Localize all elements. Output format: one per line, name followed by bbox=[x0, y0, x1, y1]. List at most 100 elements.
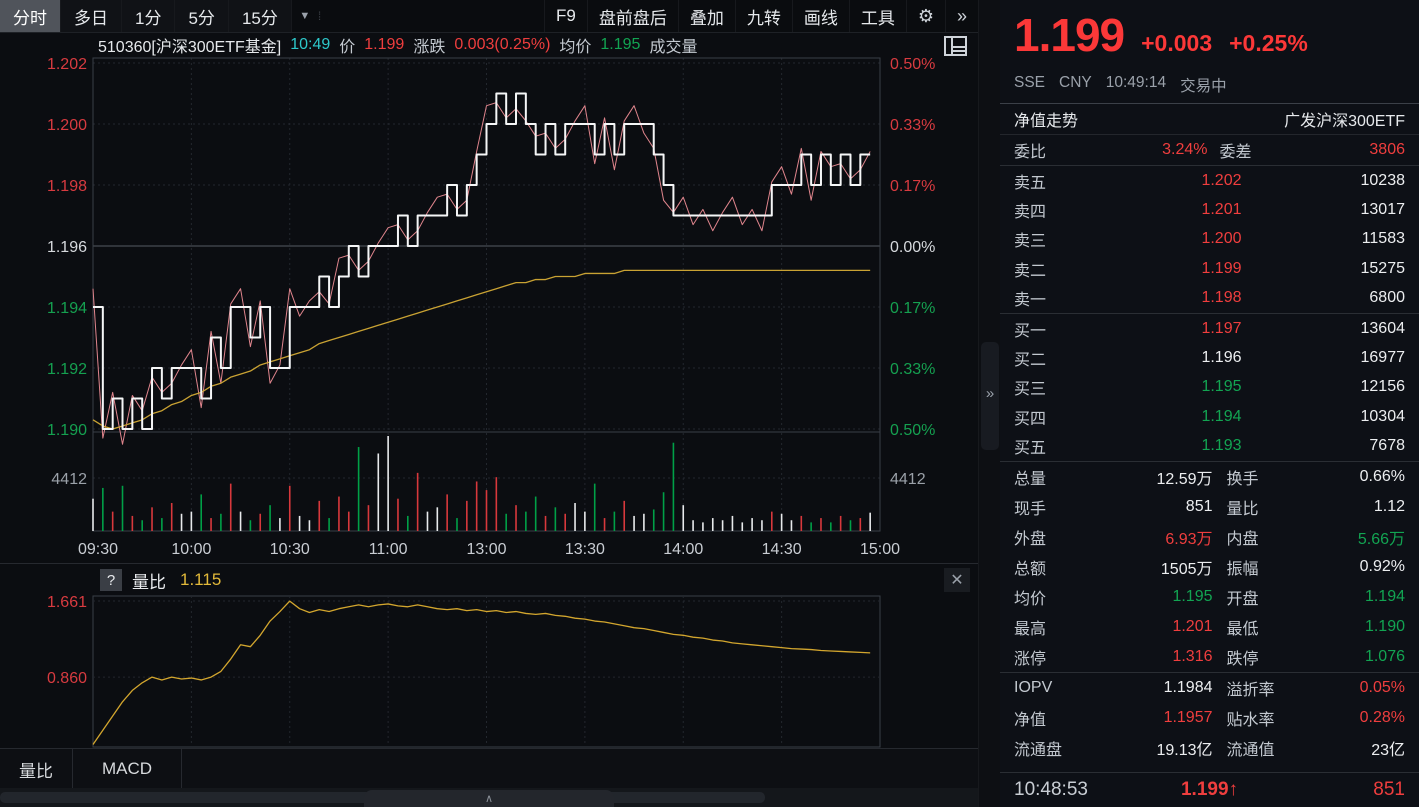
level-volume: 12156 bbox=[1360, 378, 1406, 396]
stat-label: 现手 bbox=[1014, 500, 1047, 518]
trading-status: 交易中 bbox=[1180, 78, 1227, 95]
toolbar-button-画线[interactable]: 画线 bbox=[791, 0, 849, 32]
change-value: 0.003(0.25%) bbox=[454, 36, 551, 53]
stat-label: 开盘 bbox=[1226, 590, 1259, 608]
quote-panel: 1.199 +0.003 +0.25% SSE CNY 10:49:14 交易中… bbox=[1000, 0, 1419, 807]
volume-label: 成交量 bbox=[649, 39, 698, 56]
level-volume: 15275 bbox=[1360, 259, 1406, 277]
toolbar-tab-5分[interactable]: 5分 bbox=[175, 0, 229, 32]
tick-volume: 851 bbox=[1373, 779, 1405, 800]
price-chart-canvas[interactable]: 1.202 1.200 1.198 1.196 1.194 1.192 1.190 0.50%… bbox=[0, 32, 978, 563]
period-dropdown-icon[interactable]: ▼ bbox=[299, 10, 311, 22]
stat-label: 振幅 bbox=[1226, 560, 1259, 578]
toolbar-tab-分时[interactable]: 分时 bbox=[0, 0, 61, 32]
stat-value: 23亿 bbox=[1371, 741, 1405, 759]
gear-icon[interactable]: ⚙ bbox=[905, 0, 945, 32]
bid-levels: 买一 1.197 13604 买二 1.196 16977 买三 1.195 12156 买四 1.… bbox=[1000, 314, 1419, 461]
nav-trend-link[interactable]: 净值走势 bbox=[1014, 113, 1079, 130]
ask-row[interactable]: 卖四 1.201 13017 bbox=[1000, 195, 1419, 224]
ask-row[interactable]: 卖三 1.200 11583 bbox=[1000, 225, 1419, 254]
up-arrow-icon: ↑ bbox=[1228, 779, 1239, 800]
stat-value: 1.201 bbox=[1172, 617, 1213, 635]
nav-row[interactable]: 净值走势 广发沪深300ETF bbox=[1000, 104, 1419, 135]
stat-value: 1.195 bbox=[1172, 587, 1213, 605]
level-price: 1.198 bbox=[1201, 289, 1242, 307]
change-label: 涨跌 bbox=[413, 39, 446, 56]
bottom-tab-量比[interactable]: 量比 bbox=[0, 749, 73, 789]
level-label: 买三 bbox=[1014, 381, 1047, 399]
section-separator bbox=[1000, 460, 1419, 462]
price-axis-tick: 1.194 bbox=[47, 300, 87, 317]
stat-value: 1.12 bbox=[1373, 497, 1405, 515]
stat-label: 总量 bbox=[1014, 470, 1047, 488]
bid-row[interactable]: 买二 1.196 16977 bbox=[1000, 343, 1419, 372]
stat-value: 1.316 bbox=[1172, 647, 1213, 665]
close-icon[interactable]: ✕ bbox=[944, 568, 970, 592]
toolbar-button-叠加[interactable]: 叠加 bbox=[677, 0, 735, 32]
price-change: +0.003 bbox=[1141, 30, 1213, 56]
chevron-right-icon: » bbox=[985, 384, 995, 402]
stat-label: 净值 bbox=[1014, 711, 1047, 729]
bid-row[interactable]: 买五 1.193 7678 bbox=[1000, 432, 1419, 461]
weibi-row: 委比 3.24% 委差 3806 bbox=[1000, 135, 1419, 166]
level-price: 1.197 bbox=[1201, 319, 1242, 337]
more-chevrons-icon[interactable]: » bbox=[944, 0, 978, 32]
toolbar-button-F9[interactable]: F9 bbox=[544, 0, 587, 32]
collapse-panel-handle[interactable]: » bbox=[979, 382, 1001, 404]
stat-value: 1505万 bbox=[1160, 560, 1213, 578]
fund-name: 广发沪深300ETF bbox=[1284, 113, 1405, 130]
price-axis-tick: 1.198 bbox=[47, 178, 87, 195]
stats-block: 总量 12.59万 换手 0.66% 现手 851 量比 1.12 外盘 6.93万 内盘 5.66万… bbox=[1000, 462, 1419, 672]
toolbar-button-九转[interactable]: 九转 bbox=[734, 0, 792, 32]
weicha-value: 3806 bbox=[1369, 141, 1405, 158]
stat-label: 流通值 bbox=[1226, 741, 1275, 759]
panel-layout-icon[interactable] bbox=[944, 36, 967, 56]
pct-axis-tick: 0.00% bbox=[890, 239, 935, 256]
level-price: 1.201 bbox=[1201, 201, 1242, 219]
symbol-name: 510360[沪深300ETF基金] bbox=[98, 39, 282, 56]
ask-row[interactable]: 卖一 1.198 6800 bbox=[1000, 284, 1419, 313]
indicator-canvas[interactable]: 1.661 0.860 bbox=[0, 595, 978, 748]
bid-row[interactable]: 买一 1.197 13604 bbox=[1000, 314, 1419, 343]
toolbar-tab-1分[interactable]: 1分 bbox=[122, 0, 176, 32]
toolbar-tab-多日[interactable]: 多日 bbox=[61, 0, 122, 32]
price-axis-tick: 1.202 bbox=[47, 56, 87, 73]
weicha-label: 委差 bbox=[1219, 144, 1252, 161]
drawer-handle[interactable]: ∧ bbox=[364, 790, 614, 807]
level-volume: 10304 bbox=[1360, 407, 1406, 425]
indicator-value: 1.115 bbox=[180, 570, 222, 589]
bid-row[interactable]: 买四 1.194 10304 bbox=[1000, 402, 1419, 431]
stat-row: IOPV 1.1984 溢折率 0.05% bbox=[1000, 673, 1419, 703]
stat-label: 最低 bbox=[1226, 620, 1259, 638]
last-price: 1.199 bbox=[1014, 9, 1125, 61]
tick-row: 10:48:53 1.199↑ 851 bbox=[1000, 772, 1419, 807]
indicator-tabs: 量比 MACD bbox=[0, 748, 978, 789]
bid-row[interactable]: 买三 1.195 12156 bbox=[1000, 373, 1419, 402]
toolbar-button-盘前盘后[interactable]: 盘前盘后 bbox=[586, 0, 678, 32]
level-volume: 7678 bbox=[1369, 437, 1405, 455]
iopv-block: IOPV 1.1984 溢折率 0.05% 净值 1.1957 贴水率 0.28% 流通盘 19.… bbox=[1000, 673, 1419, 763]
volume-axis-tick: 4412 bbox=[890, 471, 926, 488]
bottom-tab-MACD[interactable]: MACD bbox=[73, 749, 182, 789]
chart-header: 510360[沪深300ETF基金] 10:49 价 1.199 涨跌 0.00… bbox=[98, 33, 697, 57]
stat-row: 总量 12.59万 换手 0.66% bbox=[1000, 462, 1419, 492]
level-price: 1.195 bbox=[1201, 378, 1242, 396]
ask-row[interactable]: 卖二 1.199 15275 bbox=[1000, 254, 1419, 283]
ask-row[interactable]: 卖五 1.202 10238 bbox=[1000, 166, 1419, 195]
stat-value: 19.13亿 bbox=[1156, 741, 1213, 759]
toolbar-dots-icon: ⁞ bbox=[317, 9, 322, 23]
bottom-scroll-strip: ∧ bbox=[0, 788, 978, 807]
stat-value: 851 bbox=[1185, 497, 1213, 515]
toolbar-button-工具[interactable]: 工具 bbox=[848, 0, 906, 32]
stat-label: 均价 bbox=[1014, 590, 1047, 608]
stat-value: 1.076 bbox=[1364, 647, 1405, 665]
stat-value: 1.190 bbox=[1364, 617, 1405, 635]
stat-label: 贴水率 bbox=[1226, 711, 1275, 729]
currency: CNY bbox=[1059, 74, 1092, 91]
level-price: 1.196 bbox=[1201, 349, 1242, 367]
stat-row: 流通盘 19.13亿 流通值 23亿 bbox=[1000, 733, 1419, 763]
stat-value: 12.59万 bbox=[1156, 470, 1213, 488]
help-icon[interactable]: ? bbox=[100, 569, 122, 591]
toolbar-tab-15分[interactable]: 15分 bbox=[228, 0, 292, 32]
stat-label: 跌停 bbox=[1226, 650, 1259, 668]
